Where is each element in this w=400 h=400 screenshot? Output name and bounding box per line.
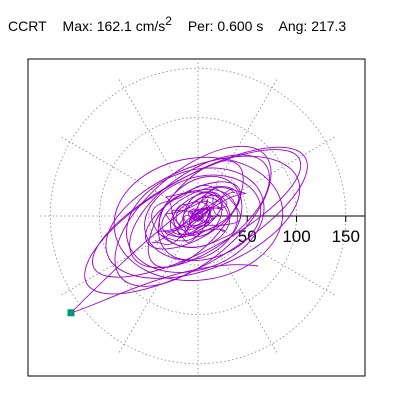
max-value: 162.1 [96, 18, 132, 34]
chart-header: CCRT Max: 162.1 cm/s2 Per: 0.600 s Ang: … [8, 15, 347, 34]
plot-frame [27, 58, 366, 377]
period-value: 0.600 s [217, 18, 264, 34]
station-code: CCRT [8, 18, 47, 34]
max-unit-exponent: 2 [165, 14, 172, 28]
angle-label: Ang: [278, 18, 308, 34]
radial-tick-label-100: 100 [282, 227, 310, 246]
grid-spoke-330 [197, 215, 335, 296]
period-label: Per: [187, 18, 214, 34]
max-label: Max: [62, 18, 93, 34]
orbit-loop-1 [92, 149, 302, 278]
peak-marker-layer [67, 309, 75, 317]
radial-tick-label-150: 150 [332, 227, 360, 246]
radial-axis: 50 100 150 [198, 215, 365, 246]
orbit-loop-4 [113, 156, 284, 282]
peak-marker [67, 309, 75, 317]
angle-value: 217.3 [311, 18, 347, 34]
grid-spoke-150 [61, 136, 199, 217]
grid-spoke-120 [118, 79, 199, 217]
orbit-loop-10 [157, 175, 243, 261]
orbit-trace [69, 145, 308, 314]
max-unit: cm/s [135, 18, 166, 34]
orbit-loop-5 [129, 154, 270, 269]
orbit-loop-3 [114, 145, 272, 287]
orbit-loop-2 [105, 155, 301, 279]
